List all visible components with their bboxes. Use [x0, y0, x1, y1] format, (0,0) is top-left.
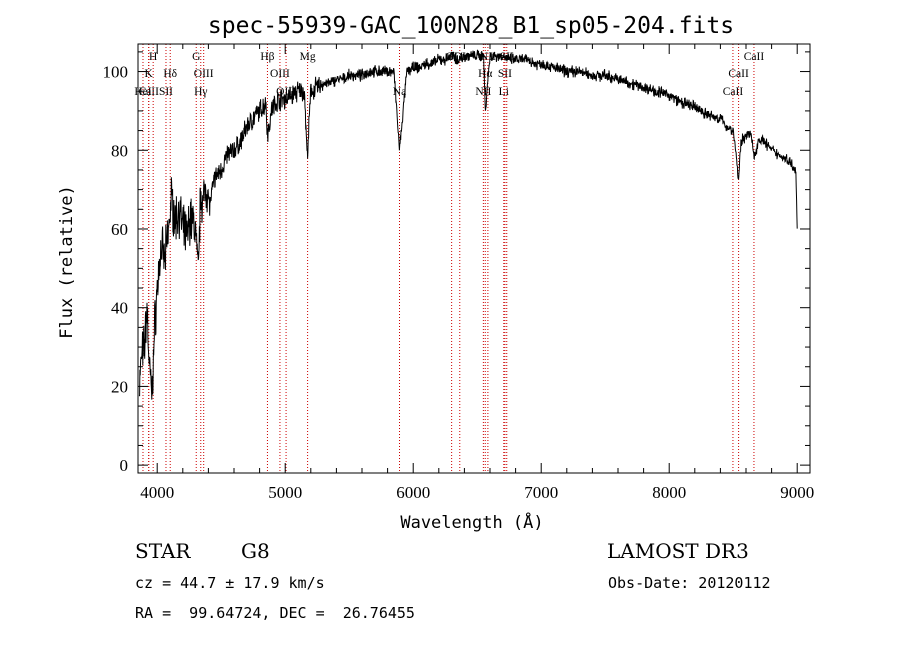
- line-marker-label: CaII: [723, 86, 744, 98]
- line-marker-label: HeI: [134, 86, 151, 98]
- ra-dec: RA = 99.64724, DEC = 26.76455: [135, 604, 415, 622]
- line-marker-label: Hγ: [194, 86, 207, 98]
- line-marker-label: CaII: [744, 51, 765, 63]
- object-class: STAR: [135, 539, 191, 563]
- x-tick-label: 9000: [780, 483, 814, 502]
- x-axis-label: Wavelength (Å): [400, 511, 543, 533]
- line-marker-label: Li: [499, 86, 509, 98]
- line-marker-label: NII: [475, 86, 491, 98]
- line-marker-label: SII: [498, 68, 512, 80]
- line-marker-label: Hα: [478, 68, 492, 80]
- x-tick-labels: 4000 5000 6000 7000 8000 9000: [140, 483, 814, 502]
- y-tick-label: 20: [111, 377, 128, 396]
- line-marker-label: SII: [159, 86, 173, 98]
- plot-frame: [137, 43, 811, 474]
- spectrum-series: [138, 49, 798, 400]
- line-marker-label: G: [192, 51, 200, 63]
- line-marker-label: Hβ: [260, 51, 274, 63]
- survey-name: LAMOST DR3: [607, 539, 749, 563]
- line-marker-label: H: [149, 51, 157, 63]
- x-tick-label: 7000: [524, 483, 558, 502]
- y-tick-label: 0: [120, 456, 129, 475]
- object-subclass: G8: [241, 539, 270, 563]
- y-tick-labels: 0 20 40 60 80 100: [103, 63, 129, 476]
- x-tick-label: 6000: [396, 483, 430, 502]
- line-marker-label: Hδ: [163, 68, 177, 80]
- observation-date: Obs-Date: 20120112: [608, 574, 771, 592]
- axis-ticks: [138, 44, 810, 473]
- y-axis-label: Flux (relative): [57, 185, 77, 339]
- y-tick-label: 40: [111, 299, 128, 318]
- x-tick-label: 5000: [268, 483, 302, 502]
- line-marker-label: Mg: [300, 51, 316, 63]
- x-tick-label: 8000: [652, 483, 686, 502]
- y-tick-label: 60: [111, 220, 128, 239]
- line-marker-label: CaII: [728, 68, 749, 80]
- line-marker-label: OIII: [194, 68, 214, 80]
- x-tick-label: 4000: [140, 483, 174, 502]
- chart-title: spec-55939-GAC_100N28_B1_sp05-204.fits: [208, 13, 734, 39]
- redshift-velocity: cz = 44.7 ± 17.9 km/s: [135, 574, 325, 592]
- line-marker-label: K: [145, 68, 154, 80]
- line-marker-label: OIII: [270, 68, 290, 80]
- y-tick-label: 80: [111, 141, 128, 160]
- y-tick-label: 100: [103, 63, 129, 82]
- spectrum-line: [138, 49, 798, 400]
